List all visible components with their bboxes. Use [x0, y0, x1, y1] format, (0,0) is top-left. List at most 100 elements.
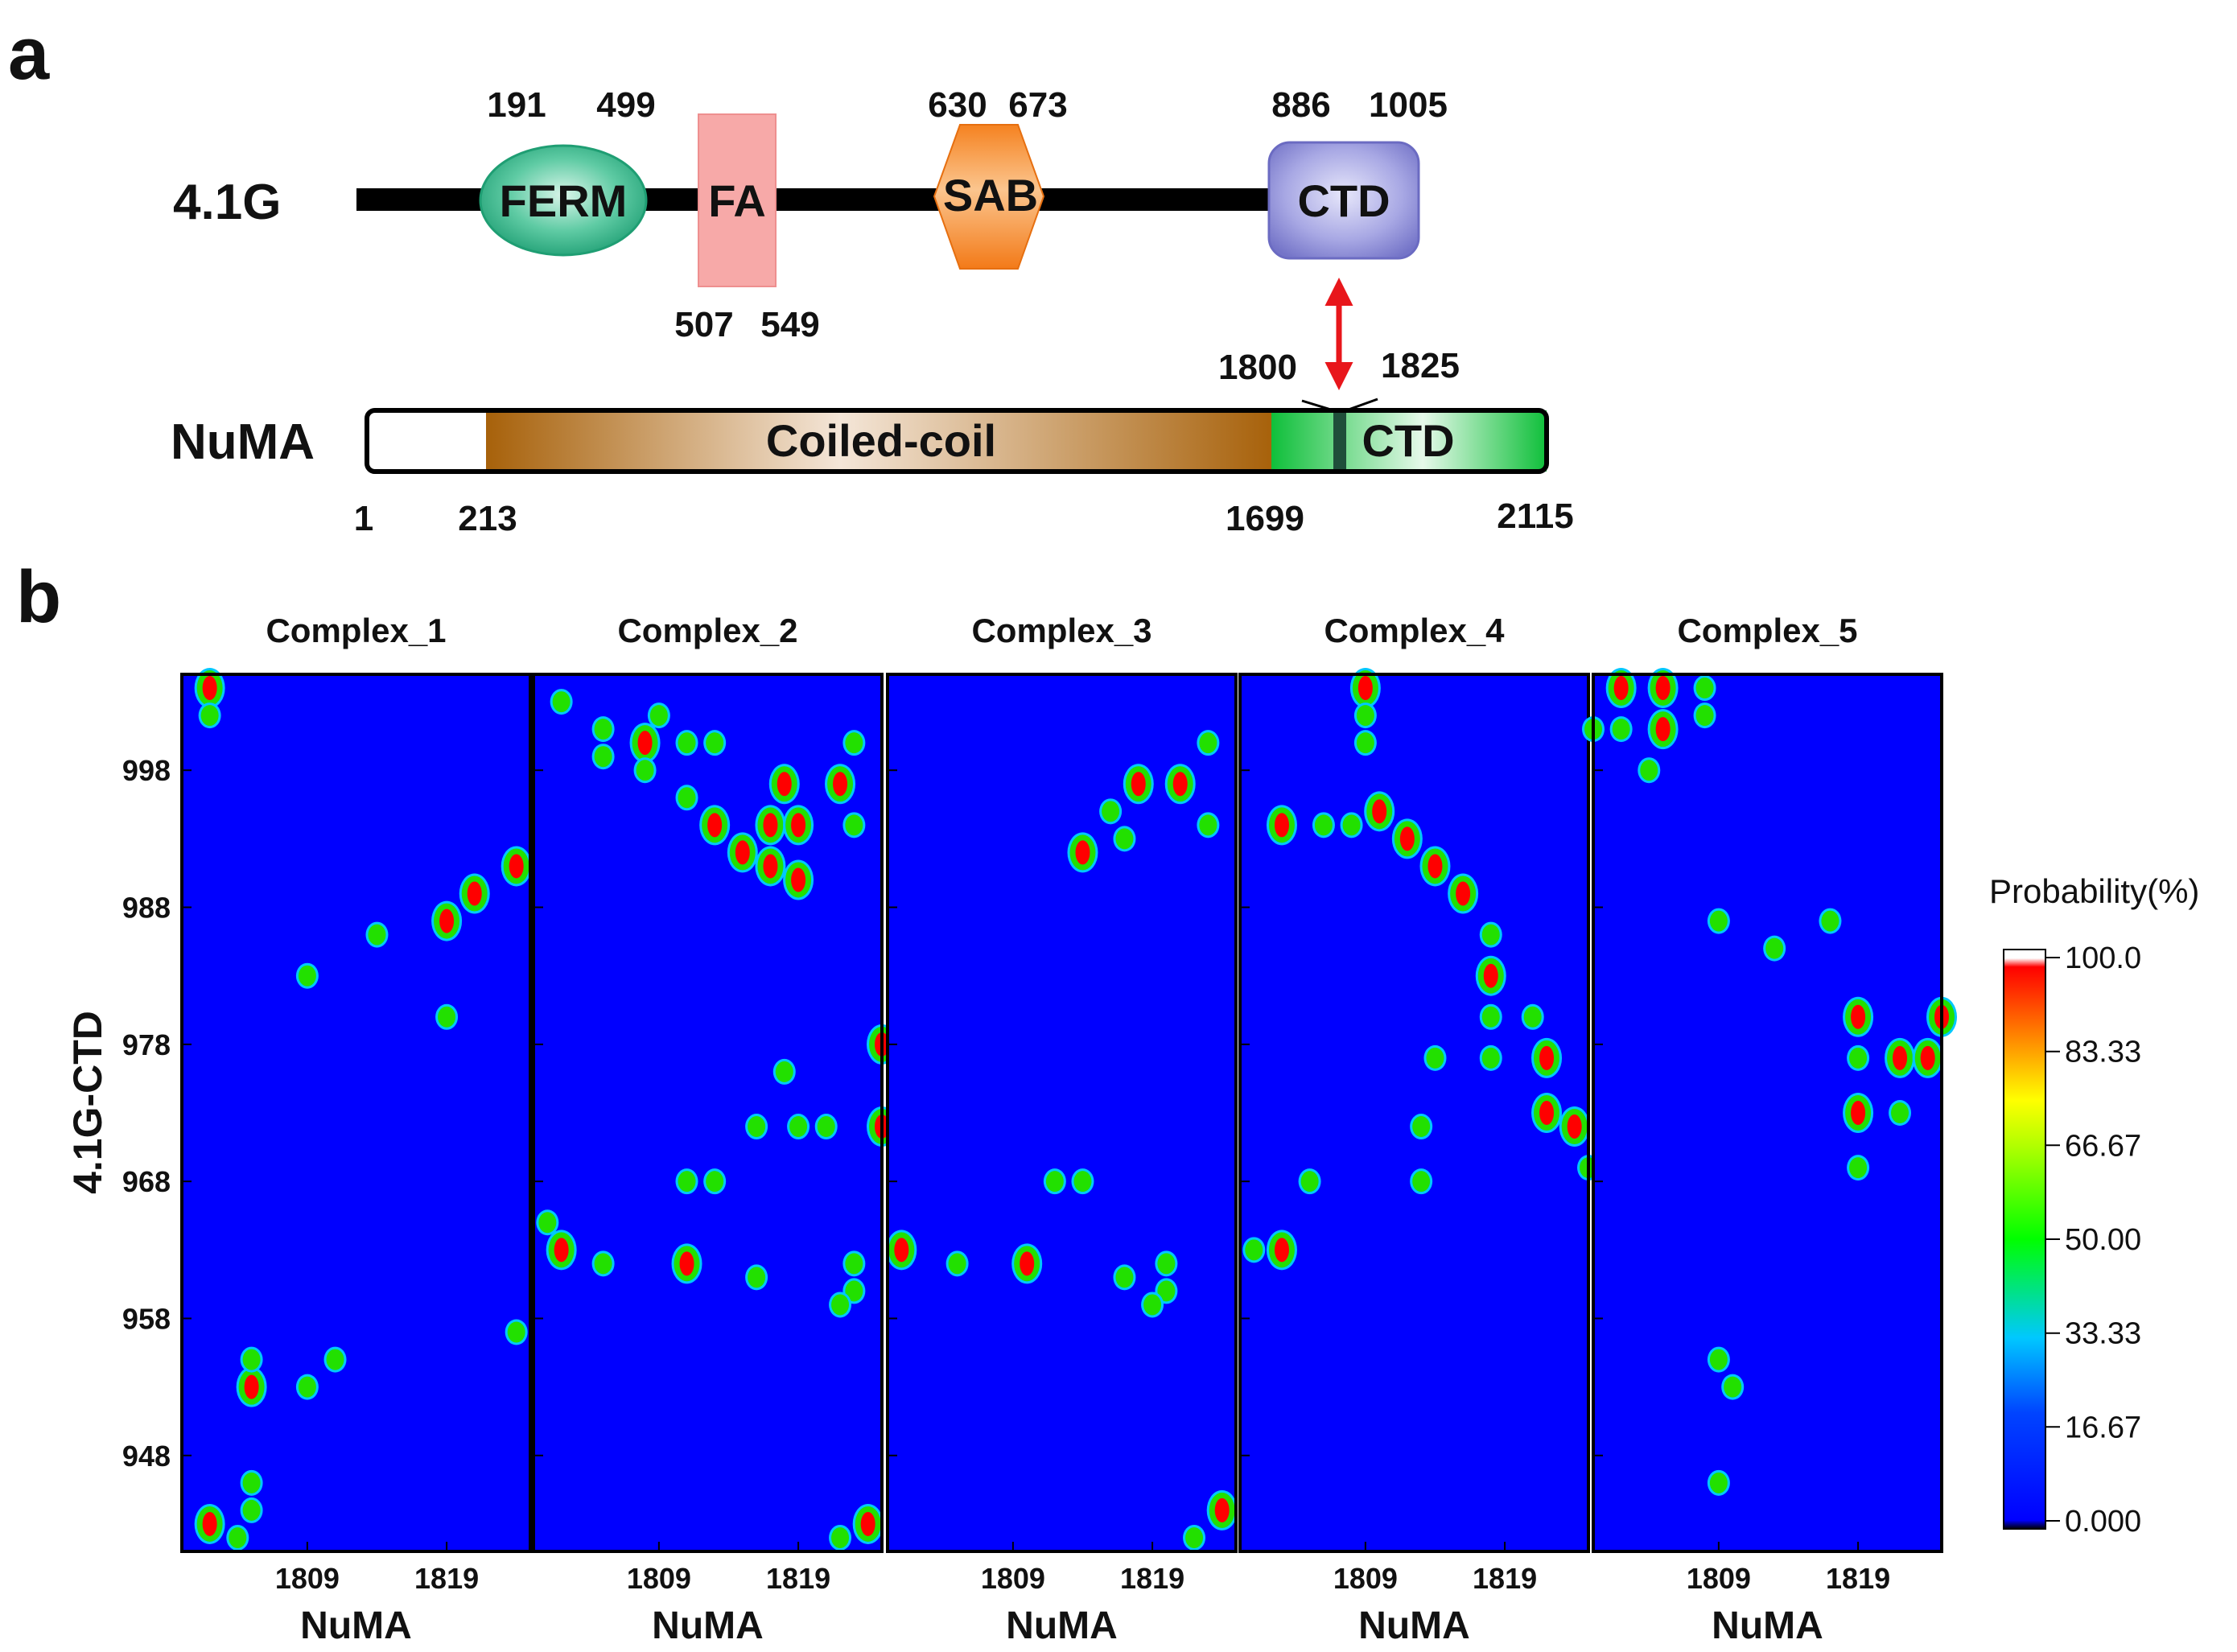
numa-ctd: [1271, 410, 1547, 472]
heatmap-panels: Complex_1 1809 1819 948 958 968 978 988 998 NuMA C…: [122, 612, 1957, 1647]
contact-point: [368, 924, 386, 945]
colorbar-tick-label: 66.67: [2065, 1129, 2141, 1163]
heatmap-background: [1593, 674, 1942, 1551]
numa-head-region: [367, 410, 488, 472]
contact-point: [242, 1499, 261, 1521]
contact-point: [1356, 732, 1374, 754]
contact-point: [594, 746, 612, 768]
ferm-start: 191: [487, 85, 546, 125]
contact-point: [1185, 1526, 1204, 1548]
x-axis-label: NuMA: [1358, 1605, 1470, 1647]
contact-core: [1655, 676, 1671, 701]
contact-core: [707, 813, 723, 838]
fa-end: 549: [760, 305, 819, 344]
contact-point: [789, 1116, 808, 1138]
contact-point: [507, 1321, 525, 1343]
binding-site-start: 1800: [1218, 348, 1297, 387]
heatmap-background: [534, 674, 882, 1551]
contact-core: [439, 908, 455, 933]
y-axis-label: 4.1G-CTD: [65, 1011, 110, 1194]
contact-point: [948, 1253, 966, 1275]
contact-point: [552, 691, 571, 713]
contact-point: [1523, 1006, 1542, 1028]
contact-core: [467, 881, 482, 906]
x-tick-label: 1809: [1687, 1562, 1751, 1595]
contact-point: [845, 1253, 863, 1275]
heatmap-frame: [1592, 673, 1943, 1553]
contact-point: [1245, 1239, 1263, 1261]
contact-core: [735, 840, 750, 865]
contact-point: [594, 1253, 612, 1275]
x-axis-label: NuMA: [1712, 1605, 1823, 1647]
y-tick-label: 998: [122, 754, 171, 787]
numa-pos-213: 213: [458, 499, 517, 538]
contact-point: [242, 1349, 261, 1370]
contact-point: [1314, 814, 1333, 836]
x-tick-label: 1819: [766, 1562, 830, 1595]
contact-core: [1274, 813, 1289, 838]
x-tick-label: 1809: [981, 1562, 1045, 1595]
x-axis-label: NuMA: [1006, 1605, 1118, 1647]
x-tick-label: 1809: [627, 1562, 691, 1595]
contact-point: [1765, 937, 1784, 959]
fa-domain: [698, 113, 777, 287]
contact-core: [1399, 826, 1415, 851]
heatmap-background: [1240, 674, 1588, 1551]
y-tick-label: 968: [122, 1165, 171, 1198]
contact-point: [200, 705, 219, 727]
numa-pos-1: 1: [354, 499, 373, 538]
colorbar-tick-label: 83.33: [2065, 1036, 2141, 1069]
contact-core: [1893, 1045, 1908, 1070]
contact-core: [894, 1238, 909, 1263]
contact-core: [1456, 881, 1471, 906]
protein-numa-label: NuMA: [171, 414, 315, 470]
contact-point: [438, 1006, 456, 1028]
contact-point: [1412, 1116, 1431, 1138]
contact-point: [1481, 1006, 1500, 1028]
contact-point: [1102, 801, 1120, 822]
contact-core: [763, 813, 778, 838]
contact-core: [202, 676, 217, 701]
contact-point: [1143, 1294, 1162, 1316]
numa-outline: [365, 408, 1549, 474]
contact-point: [706, 732, 724, 754]
ferm-end: 499: [596, 85, 655, 125]
panel-title: Complex_3: [971, 612, 1151, 649]
contact-core: [1539, 1045, 1555, 1070]
contact-point: [1709, 1472, 1728, 1493]
contact-point: [1481, 924, 1500, 945]
contact-point: [845, 732, 863, 754]
sab-start: 630: [928, 85, 987, 125]
contact-core: [1274, 1238, 1289, 1263]
contact-point: [678, 787, 696, 809]
contact-point: [1724, 1376, 1742, 1398]
contact-core: [860, 1511, 875, 1536]
contact-core: [1655, 717, 1671, 742]
contact-core: [1483, 963, 1498, 988]
numa-pos-1699: 1699: [1226, 499, 1304, 538]
ctd-41g-end: 1005: [1369, 85, 1448, 125]
y-tick-label: 958: [122, 1302, 171, 1335]
contact-point: [298, 1376, 316, 1398]
contact-point: [1849, 1047, 1868, 1069]
contact-core: [1131, 772, 1146, 797]
contact-point: [326, 1349, 344, 1370]
x-tick-label: 1809: [275, 1562, 340, 1595]
x-tick-label: 1819: [1120, 1562, 1184, 1595]
colorbar-title: Probability(%): [1989, 872, 2199, 910]
contact-point: [1709, 910, 1728, 932]
contact-core: [1851, 1101, 1866, 1125]
colorbar-tick-label: 100.0: [2065, 941, 2141, 975]
contact-core: [244, 1374, 259, 1399]
contact-point: [1199, 732, 1217, 754]
contact-point: [1481, 1047, 1500, 1069]
contact-point: [1115, 828, 1134, 850]
contact-point: [748, 1116, 766, 1138]
contact-point: [845, 814, 863, 836]
contact-point: [242, 1472, 261, 1493]
x-axis-label: NuMA: [300, 1605, 412, 1647]
ctd-41g-domain-label: CTD: [1297, 175, 1390, 226]
contact-point: [678, 732, 696, 754]
numa-ctd-label: CTD: [1362, 415, 1454, 466]
contact-point: [1356, 705, 1374, 727]
